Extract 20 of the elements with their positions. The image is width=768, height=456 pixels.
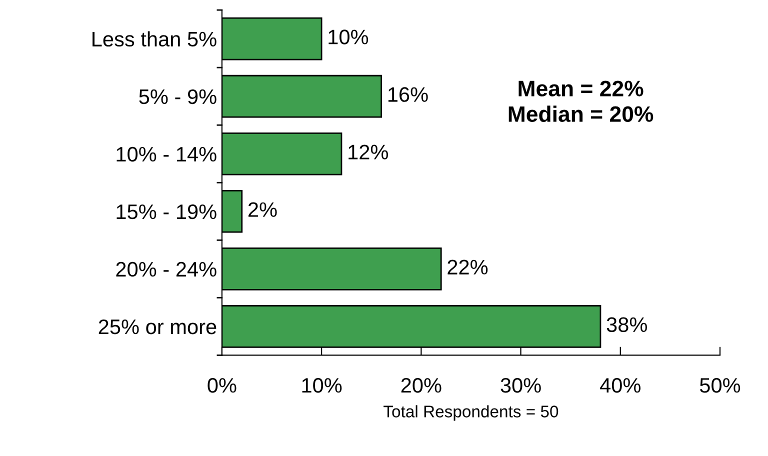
data-label: 2%	[248, 202, 277, 217]
data-label: 22%	[448, 260, 488, 274]
y-tick-label: 25% or more	[98, 319, 216, 334]
data-label: 38%	[606, 317, 647, 332]
x-tick-label: 0%	[208, 378, 236, 393]
y-tick-label: Less than 5%	[92, 31, 216, 47]
x-tick-label: 30%	[500, 378, 541, 393]
x-tick-label: 50%	[700, 378, 740, 393]
x-tick-label: 20%	[401, 378, 442, 393]
x-axis-title: Total Respondents = 50	[384, 405, 558, 421]
y-tick-label: 15% - 19%	[116, 204, 216, 220]
x-tick-label: 40%	[600, 378, 640, 393]
x-tick-label: 10%	[302, 378, 342, 393]
annotation: Mean = 22% Median = 20%	[508, 80, 654, 122]
y-tick-label: 5% - 9%	[139, 89, 216, 104]
data-label: 10%	[328, 30, 368, 44]
data-label: 16%	[388, 87, 428, 102]
data-label: 12%	[348, 144, 388, 160]
y-tick-label: 10% - 14%	[116, 146, 216, 162]
y-tick-label: 20% - 24%	[116, 262, 216, 277]
